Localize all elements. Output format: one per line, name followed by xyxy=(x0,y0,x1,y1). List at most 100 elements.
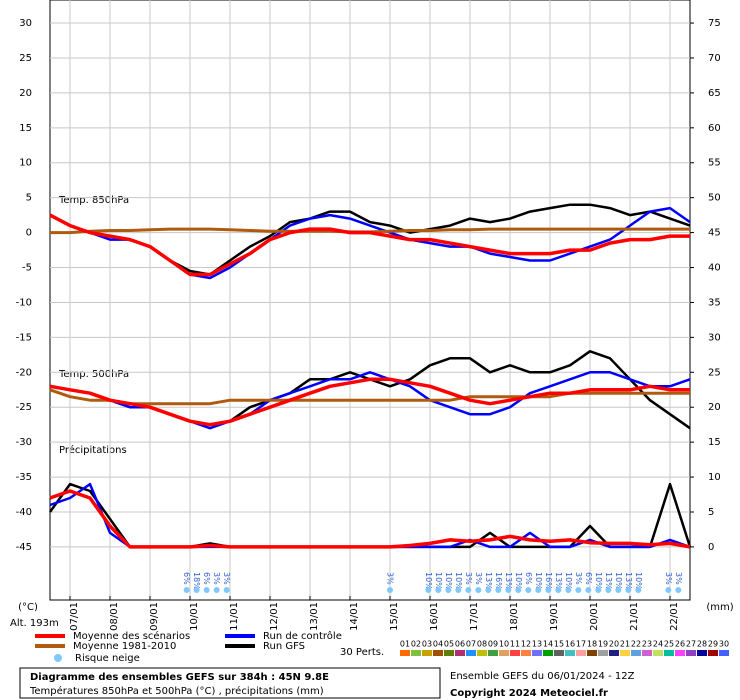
perturbation-number: 15 xyxy=(554,640,564,649)
legend-label: Risque neige xyxy=(75,653,140,664)
x-tick-label: 20/01 xyxy=(589,602,600,631)
perturbation-swatch xyxy=(686,650,696,656)
snow-risk-label: 10% xyxy=(444,572,453,590)
snow-risk-label: 13% xyxy=(604,572,613,590)
perturbation-number: 29 xyxy=(708,640,718,649)
x-tick-label: 14/01 xyxy=(349,602,360,631)
perturbation-number: 06 xyxy=(455,640,465,649)
perturbation-number: 11 xyxy=(510,640,520,649)
legend-label: Moyenne des scénarios xyxy=(73,630,190,642)
perturbation-swatch xyxy=(609,650,619,656)
perturbation-number: 22 xyxy=(631,640,641,649)
snow-risk-label: 13% xyxy=(554,572,563,590)
perturbation-number: 10 xyxy=(499,640,509,649)
snow-risk-label: 6% xyxy=(182,572,191,585)
perturbation-swatch xyxy=(675,650,685,656)
snow-icon xyxy=(475,587,482,593)
perturbation-swatch xyxy=(708,650,718,656)
perturbation-swatch xyxy=(400,650,410,656)
y2-tick-label: 55 xyxy=(708,158,721,169)
snow-icon xyxy=(495,587,502,593)
legend-label: Moyenne 1981-2010 xyxy=(73,641,176,652)
y-tick-label: 0 xyxy=(26,228,32,239)
snow-risk-label: 3% xyxy=(222,572,231,585)
perturbation-number: 04 xyxy=(433,640,443,649)
perturbation-swatch xyxy=(466,650,476,656)
snow-icon xyxy=(445,587,452,593)
perturbation-number: 24 xyxy=(653,640,663,649)
series-line xyxy=(49,388,690,406)
snow-icon xyxy=(565,587,572,593)
snow-icon xyxy=(505,587,512,593)
y-tick-label: 30 xyxy=(19,18,32,29)
perturbations-label: 30 Perts. xyxy=(340,647,384,658)
snow-risk-label: 10% xyxy=(424,572,433,590)
snow-icon xyxy=(625,587,632,593)
snow-risk-label: 10% xyxy=(564,572,573,590)
title-box xyxy=(19,667,441,699)
panel-label: Temp. 850hPa xyxy=(58,195,129,206)
y-tick-label: -30 xyxy=(16,437,32,448)
perturbation-swatch xyxy=(477,650,487,656)
y2-tick-label: 45 xyxy=(708,228,721,239)
snow-icon xyxy=(455,587,462,593)
copyright: Copyright 2024 Meteociel.fr xyxy=(450,688,608,699)
y2-tick-label: 50 xyxy=(708,193,721,204)
snow-risk-label: 6% xyxy=(584,572,593,585)
x-tick-label: 18/01 xyxy=(509,602,520,631)
legend-label: Run de contrôle xyxy=(263,630,342,642)
snow-icon xyxy=(485,587,492,593)
perturbation-number: 07 xyxy=(466,640,476,649)
y-tick-label: -40 xyxy=(16,507,32,518)
snow-risk-label: 18% xyxy=(192,572,201,590)
perturbation-swatch xyxy=(433,650,443,656)
y2-tick-label: 20 xyxy=(708,402,721,413)
perturbation-swatch xyxy=(587,650,597,656)
snow-risk-label: 3% xyxy=(386,572,395,585)
snow-risk-label: 13% xyxy=(504,572,513,590)
perturbation-number: 21 xyxy=(620,640,630,649)
run-info: Ensemble GEFS du 06/01/2024 - 12Z xyxy=(450,671,635,682)
snow-risk-label: 3% xyxy=(464,572,473,585)
y2-tick-label: 40 xyxy=(708,263,721,274)
series-line xyxy=(49,489,691,549)
snow-icon xyxy=(435,587,442,593)
altitude: Alt. 193m xyxy=(10,618,59,629)
y-tick-label: 20 xyxy=(19,88,32,99)
perturbation-number: 16 xyxy=(565,640,575,649)
snow-risk-label: 10% xyxy=(514,572,523,590)
snow-icon xyxy=(575,587,582,593)
snow-risk-label: 3% xyxy=(574,572,583,585)
perturbation-swatch xyxy=(598,650,608,656)
y2-tick-label: 60 xyxy=(708,123,721,134)
perturbation-number: 01 xyxy=(400,640,410,649)
snow-icon xyxy=(635,587,642,593)
x-tick-label: 12/01 xyxy=(269,602,280,631)
snow-icon xyxy=(213,587,220,593)
y-tick-label: -35 xyxy=(16,472,32,483)
snow-icon xyxy=(223,587,230,593)
y-axis-label: (°C) xyxy=(18,602,38,613)
y2-tick-label: 25 xyxy=(708,367,721,378)
perturbation-number: 13 xyxy=(532,640,542,649)
perturbation-swatch xyxy=(642,650,652,656)
perturbation-swatch xyxy=(499,650,509,656)
x-tick-label: 17/01 xyxy=(469,602,480,631)
perturbation-number: 02 xyxy=(411,640,421,649)
snow-risk-label: 3% xyxy=(474,572,483,585)
perturbation-number: 30 xyxy=(719,640,729,649)
snow-risk-label: 3% xyxy=(212,572,221,585)
snow-risk-label: 3% xyxy=(674,572,683,585)
perturbation-number: 14 xyxy=(543,640,553,649)
perturbation-number: 09 xyxy=(488,640,498,649)
perturbation-swatch xyxy=(719,650,729,656)
series-line xyxy=(49,377,690,427)
y2-tick-label: 75 xyxy=(708,18,721,29)
snow-risk-label: 13% xyxy=(484,572,493,590)
snow-icon xyxy=(595,587,602,593)
y2-tick-label: 35 xyxy=(708,297,721,308)
perturbation-number: 28 xyxy=(697,640,707,649)
y-tick-label: -10 xyxy=(16,297,32,308)
snow-icon xyxy=(675,587,682,593)
perturbation-swatch xyxy=(532,650,542,656)
